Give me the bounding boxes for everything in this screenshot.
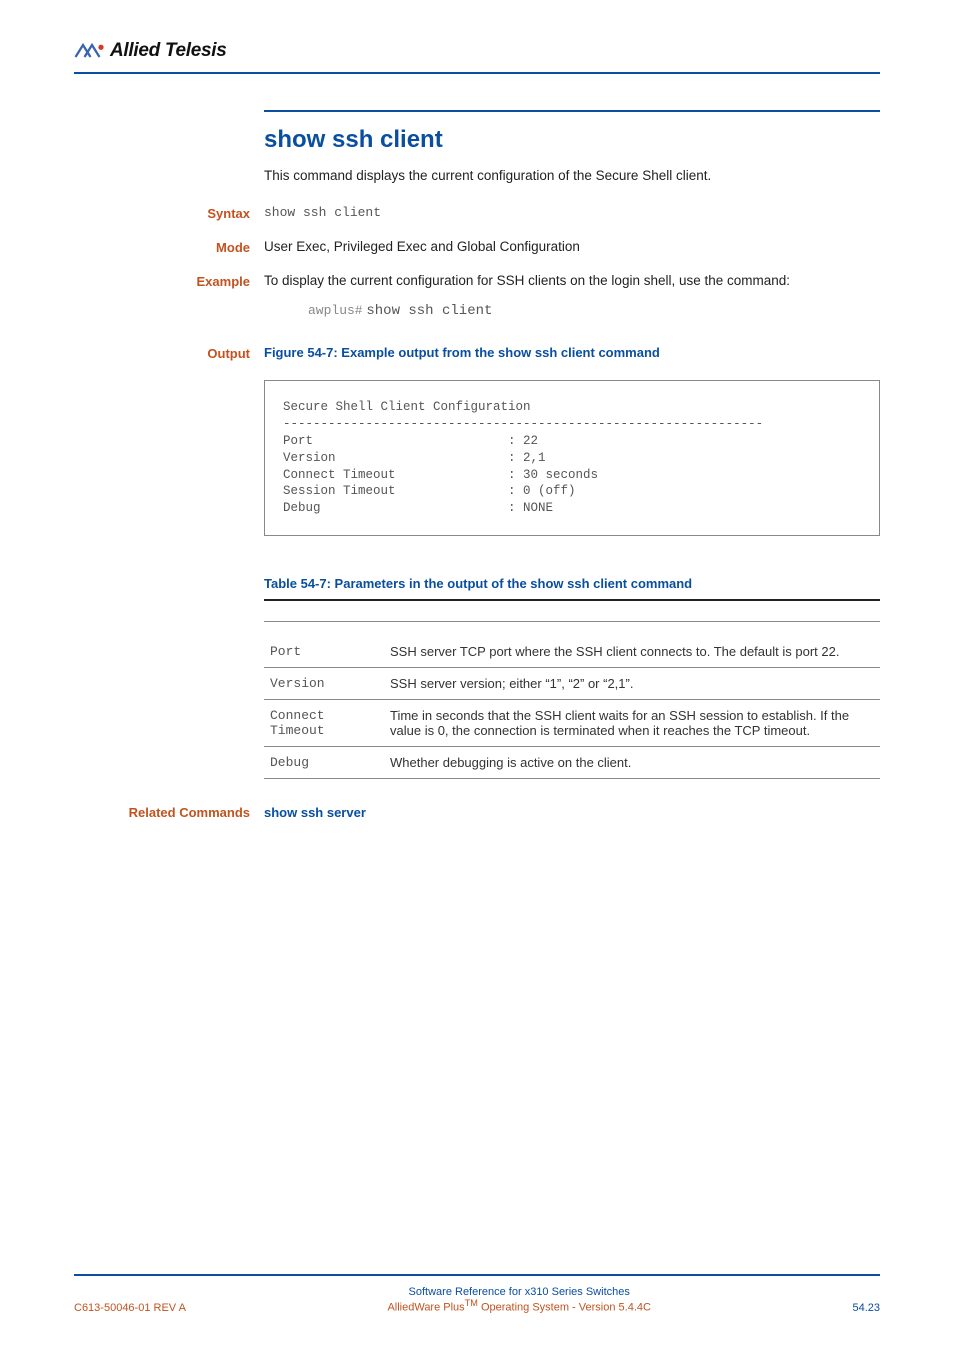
example-prompt: awplus# — [308, 303, 363, 318]
param-name: Port — [264, 636, 384, 668]
mode-text: User Exec, Privileged Exec and Global Co… — [264, 239, 880, 254]
brand-name: Allied Telesis — [110, 40, 227, 62]
footer-line1: Software Reference for x310 Series Switc… — [186, 1286, 853, 1298]
page-title: show ssh client — [264, 126, 880, 154]
brand-logo: Allied Telesis — [74, 40, 880, 62]
param-name: Version — [264, 668, 384, 700]
param-desc: Time in seconds that the SSH client wait… — [384, 700, 880, 747]
figure-caption: Figure 54-7: Example output from the sho… — [264, 345, 880, 360]
output-label: Output — [74, 345, 264, 361]
footer-line2-prefix: AlliedWare Plus — [387, 1302, 464, 1314]
param-desc: Whether debugging is active on the clien… — [384, 747, 880, 779]
intro-text: This command displays the current config… — [264, 168, 880, 183]
footer-doc-id: C613-50046-01 REV A — [74, 1302, 186, 1314]
params-table: Port SSH server TCP port where the SSH c… — [264, 636, 880, 779]
header-rule — [74, 72, 880, 74]
brand-logo-mark — [74, 42, 104, 60]
footer-page-number: 54.23 — [852, 1302, 880, 1314]
table-top-rule — [264, 599, 880, 601]
param-desc: SSH server version; either “1”, “2” or “… — [384, 668, 880, 700]
param-desc: SSH server TCP port where the SSH client… — [384, 636, 880, 668]
related-command-link[interactable]: show ssh server — [264, 805, 366, 820]
param-name: Debug — [264, 747, 384, 779]
example-command: show ssh client — [366, 303, 492, 319]
footer-tm: TM — [465, 1298, 478, 1308]
related-commands-label: Related Commands — [74, 805, 264, 820]
example-text: To display the current configuration for… — [264, 273, 790, 288]
table-row: Version SSH server version; either “1”, … — [264, 668, 880, 700]
syntax-label: Syntax — [74, 205, 264, 221]
footer-line2: AlliedWare PlusTM Operating System - Ver… — [186, 1298, 853, 1314]
footer-rule — [74, 1274, 880, 1276]
param-name: ConnectTimeout — [264, 700, 384, 747]
table-row: Debug Whether debugging is active on the… — [264, 747, 880, 779]
table-caption: Table 54-7: Parameters in the output of … — [264, 576, 880, 591]
table-row: ConnectTimeout Time in seconds that the … — [264, 700, 880, 747]
title-rule — [264, 110, 880, 112]
table-gap-rule — [264, 621, 880, 622]
mode-label: Mode — [74, 239, 264, 255]
page-footer: C613-50046-01 REV A Software Reference f… — [74, 1274, 880, 1314]
footer-line2-suffix: Operating System - Version 5.4.4C — [478, 1302, 651, 1314]
table-row: Port SSH server TCP port where the SSH c… — [264, 636, 880, 668]
code-output-box: Secure Shell Client Configuration ------… — [264, 380, 880, 536]
example-label: Example — [74, 273, 264, 289]
syntax-text: show ssh client — [264, 205, 880, 220]
